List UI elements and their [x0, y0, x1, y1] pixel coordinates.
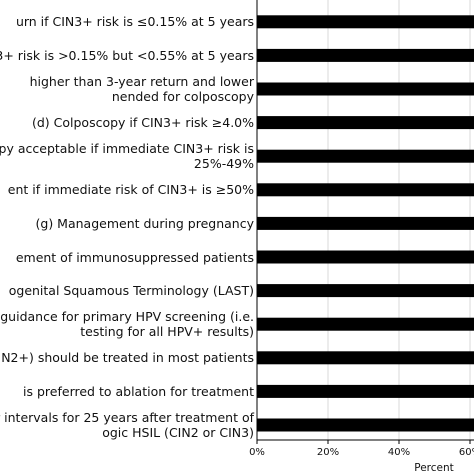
category-label: (g) Management during pregnancy [35, 215, 254, 231]
x-tick-label: 0% [249, 447, 265, 458]
category-label: ogenital Squamous Terminology (LAST) [8, 283, 254, 299]
category-label: CIN2+) should be treated in most patient… [0, 350, 254, 366]
bar [257, 48, 474, 62]
category-label: is preferred to ablation for treatment [23, 383, 254, 399]
bar [257, 149, 474, 163]
bar [257, 317, 474, 331]
category-label: higher than 3-year return and lower nend… [29, 74, 254, 104]
category-label: guidance for primary HPV screening (i.e.… [0, 309, 254, 340]
x-tick-label: 40% [387, 447, 411, 458]
category-label: (d) Colposcopy if CIN3+ risk ≥4.0% [31, 115, 254, 131]
bar [257, 15, 474, 29]
category-label: 3+ risk is >0.15% but <0.55% at 5 years [0, 47, 254, 63]
bar [257, 216, 474, 230]
category-label: ement of immunosuppressed patients [15, 249, 254, 265]
x-axis-label: Percent [414, 462, 454, 474]
category-label: r intervals for 25 years after treatment… [0, 410, 254, 440]
x-tick-label: 60% [458, 447, 474, 458]
x-tick-label: 20% [316, 447, 340, 458]
bar [257, 384, 474, 398]
category-label: ent if immediate risk of CIN3+ is ≥50% [7, 182, 254, 198]
bar [257, 284, 474, 298]
bar [257, 183, 474, 197]
category-label: opy acceptable if immediate CIN3+ risk i… [0, 141, 254, 172]
bar [257, 351, 474, 365]
bar [257, 116, 474, 130]
bar [257, 250, 474, 264]
category-label: urn if CIN3+ risk is ≤0.15% at 5 years [15, 14, 254, 30]
bar [257, 418, 474, 432]
bar [257, 82, 474, 96]
